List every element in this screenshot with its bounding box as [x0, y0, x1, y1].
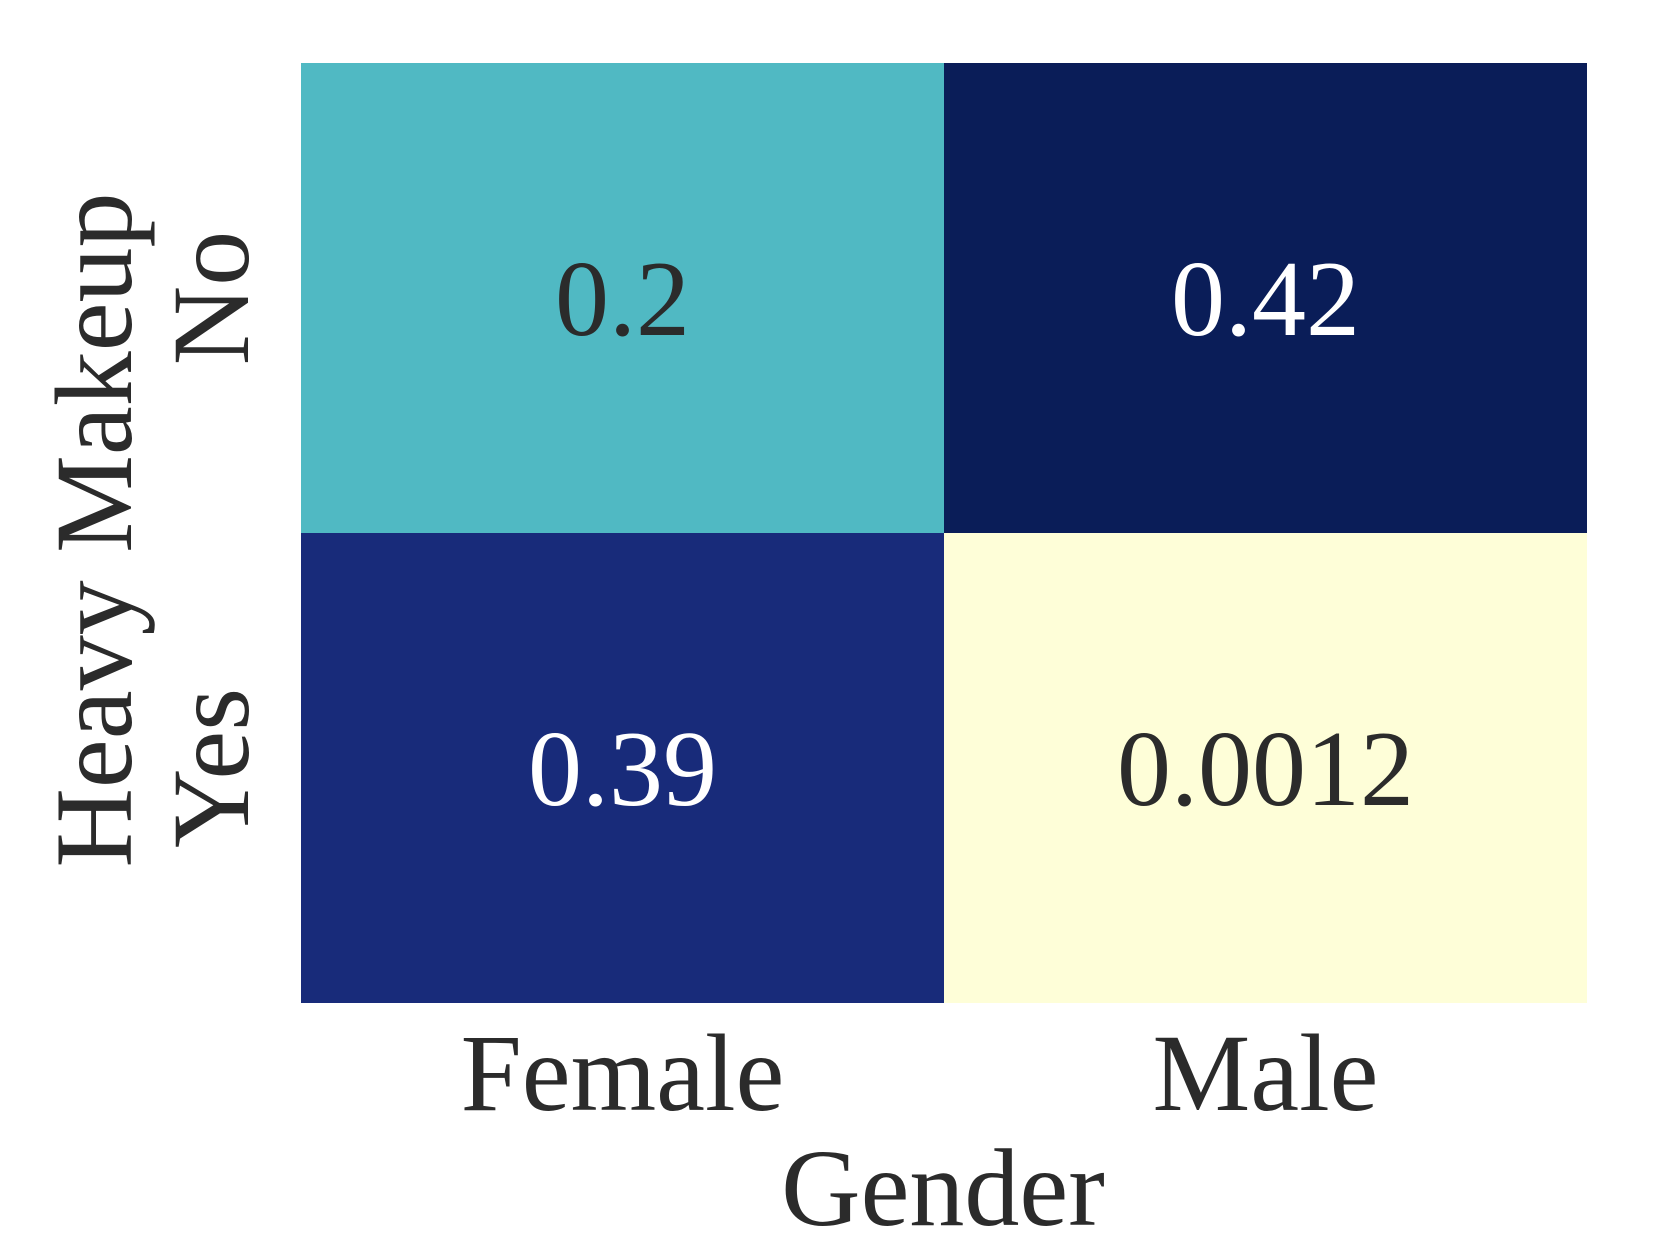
x-axis-tick-labels: Female Male	[461, 1012, 1379, 1134]
heatmap-cell-yes-male	[944, 533, 1587, 1003]
heatmap-cell-no-female	[301, 63, 944, 533]
x-tick-label-male: Male	[1152, 1012, 1378, 1134]
y-axis-tick-labels: No Yes	[150, 231, 272, 848]
x-tick-label-female: Female	[461, 1012, 785, 1134]
cell-value-label-yes-female: 0.39	[528, 710, 717, 829]
heatmap-cells	[301, 63, 1587, 1003]
cell-value-label-no-male: 0.42	[1171, 240, 1360, 359]
heatmap-cell-yes-female	[301, 533, 944, 1003]
cell-value-label-no-female: 0.2	[555, 240, 690, 359]
cell-value-label-yes-male: 0.0012	[1117, 710, 1414, 829]
heatmap-cell-no-male	[944, 63, 1587, 533]
y-tick-label-yes: Yes	[150, 688, 272, 848]
x-axis-label: Gender	[781, 1127, 1105, 1246]
y-tick-label-no: No	[150, 231, 272, 365]
heatmap-cell-labels: 0.2 0.42 0.39 0.0012	[528, 240, 1414, 829]
y-axis-label: Heavy Makeup	[33, 192, 155, 867]
